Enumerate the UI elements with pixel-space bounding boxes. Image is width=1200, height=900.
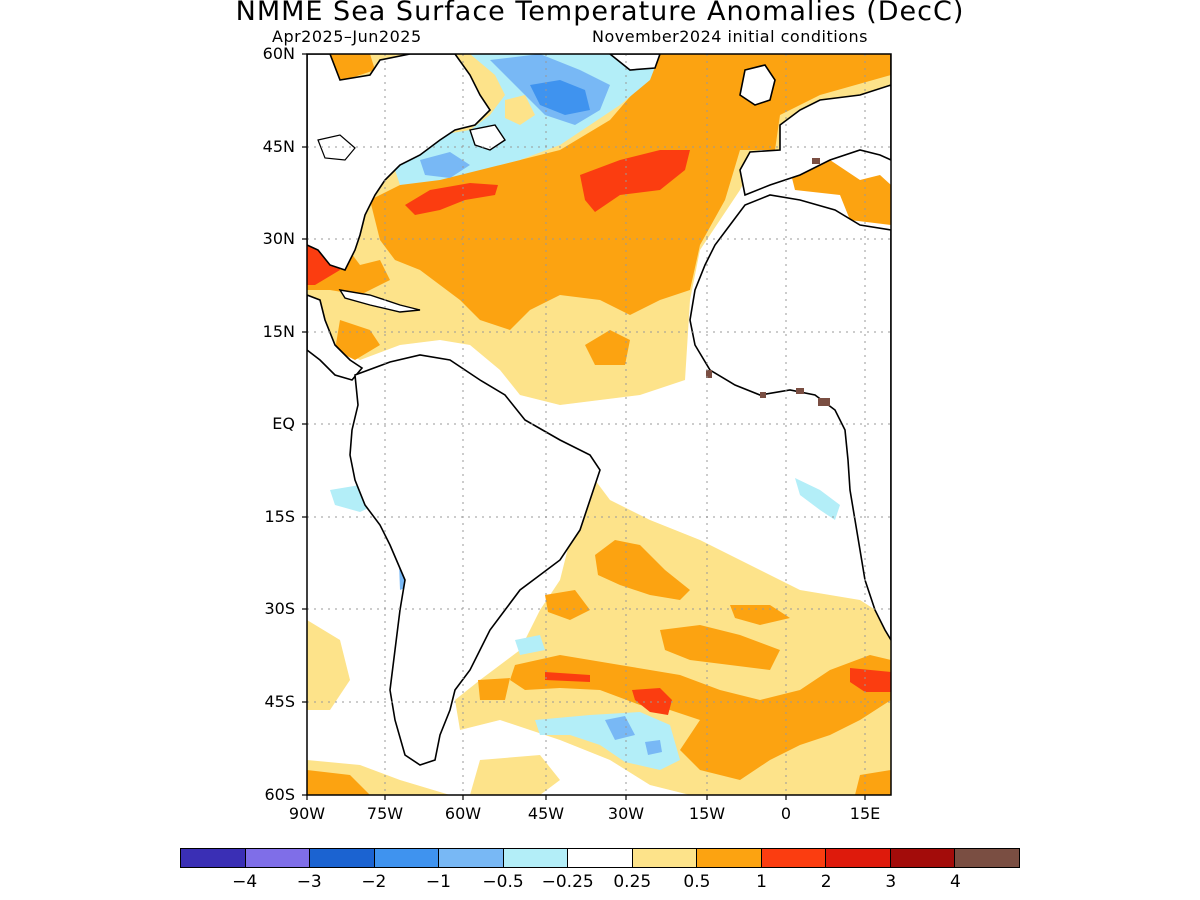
anomaly-speck-5 [812, 158, 820, 164]
anomaly-region-sa-red-1 [545, 672, 590, 682]
anomaly-region-red-central [580, 150, 690, 212]
land-africa [689, 194, 891, 642]
anomaly-region-sa-orange-1 [595, 540, 690, 600]
colorbar-label: −1 [425, 872, 451, 892]
land-greenland-edge [608, 54, 661, 71]
map-gridlines [307, 54, 891, 795]
land-europe [739, 54, 891, 197]
colorbar-swatch [761, 849, 827, 867]
colorbar-swatch [890, 849, 956, 867]
colorbar-swatch [632, 849, 698, 867]
map-title: NMME Sea Surface Temperature Anomalies (… [235, 0, 965, 27]
lon-label-15w: 15W [688, 804, 726, 823]
land-central-america [307, 294, 364, 381]
colorbar-swatch [697, 849, 762, 867]
colorbar-label: 3 [885, 872, 897, 892]
anomaly-region-benguela-cold [795, 478, 840, 520]
colorbar-swatch [826, 849, 891, 867]
colorbar-label: −0.5 [482, 872, 524, 892]
anomaly-region-sa-orange-3 [510, 655, 891, 780]
anomaly-region-sa-orange-6 [478, 678, 510, 700]
colorbar-swatch [503, 849, 569, 867]
anomaly-region-med [790, 160, 891, 225]
anomaly-region-na-orange-2 [585, 330, 630, 365]
colorbar-swatch [439, 849, 504, 867]
anomaly-region-sa-orange-5 [730, 605, 790, 625]
anomaly-region-caribbean-orange [335, 320, 380, 360]
anomaly-speck-4 [706, 370, 712, 378]
colorbar-swatch [374, 849, 440, 867]
anomaly-region-sa-light-2 [307, 620, 350, 710]
anomaly-region-labrador-warm [505, 95, 535, 125]
colorbar-swatch [181, 849, 246, 867]
colorbar-swatch [310, 849, 375, 867]
colorbar-swatch [568, 849, 633, 867]
anomaly-region-sa-red-3 [850, 668, 891, 692]
anomaly-region-sa-orange-2 [545, 590, 590, 620]
lon-label-90w: 90W [288, 804, 326, 823]
lat-label-eq: EQ [272, 414, 295, 433]
colorbar-label: 4 [949, 872, 961, 892]
anomaly-region-sa-orange-8 [855, 770, 891, 795]
colorbar-label: 2 [820, 872, 832, 892]
anomaly-region-sa-cold-3 [645, 740, 662, 755]
colorbar-swatch [955, 849, 1019, 867]
lat-label-60s: 60S [264, 785, 295, 804]
land-south-america [349, 354, 601, 766]
colorbar-label: 0.25 [613, 872, 652, 892]
lat-label-30s: 30S [264, 599, 295, 618]
anomaly-region-sa-orange-4 [660, 625, 780, 670]
lat-label-60n: 60N [262, 44, 295, 63]
anomaly-speck-1 [796, 388, 804, 394]
anomaly-region-red-west [405, 183, 498, 215]
colorbar-swatch [245, 849, 311, 867]
lat-label-45s: 45S [264, 692, 295, 711]
lon-label-15e: 15E [849, 804, 881, 823]
lat-label-30n: 30N [262, 229, 295, 248]
anomaly-region-sa-light-4 [470, 755, 560, 795]
lat-label-15s: 15S [264, 507, 295, 526]
colorbar-label: −0.25 [541, 872, 594, 892]
lat-label-15n: 15N [262, 322, 295, 341]
lon-label-75w: 75W [366, 804, 404, 823]
map-ticks [302, 53, 866, 800]
colorbar [180, 848, 1020, 868]
anomaly-region-sa-orange-7 [307, 770, 370, 795]
land-britain [739, 64, 776, 106]
anomaly-region-labrador-dark [530, 80, 590, 115]
initial-conditions: November2024 initial conditions [592, 27, 868, 46]
lon-label-60w: 60W [444, 804, 482, 823]
anomaly-speck-2 [818, 398, 830, 406]
colorbar-label: 0.5 [683, 872, 711, 892]
land-newfoundland [469, 124, 506, 151]
lon-label-30w: 30W [607, 804, 645, 823]
colorbar-label: −2 [361, 872, 387, 892]
anomaly-region-sa-cold-4 [515, 635, 545, 655]
land-north-america [307, 54, 492, 271]
forecast-period: Apr2025–Jun2025 [272, 27, 422, 46]
lat-label-45n: 45N [262, 137, 295, 156]
anomaly-region-newfoundland-cold [420, 152, 470, 178]
colorbar-label: 1 [756, 872, 767, 892]
anomaly-region-sa-cold-2 [605, 716, 635, 740]
colorbar-label: −3 [296, 872, 322, 892]
anomaly-speck-3 [760, 392, 766, 398]
land-cuba [338, 289, 421, 313]
colorbar-label: −4 [232, 872, 258, 892]
anomaly-region-sa-cold-1 [535, 712, 680, 770]
lon-label-0: 0 [780, 804, 792, 823]
lon-label-45w: 45W [527, 804, 565, 823]
map-plot-area [307, 54, 891, 795]
